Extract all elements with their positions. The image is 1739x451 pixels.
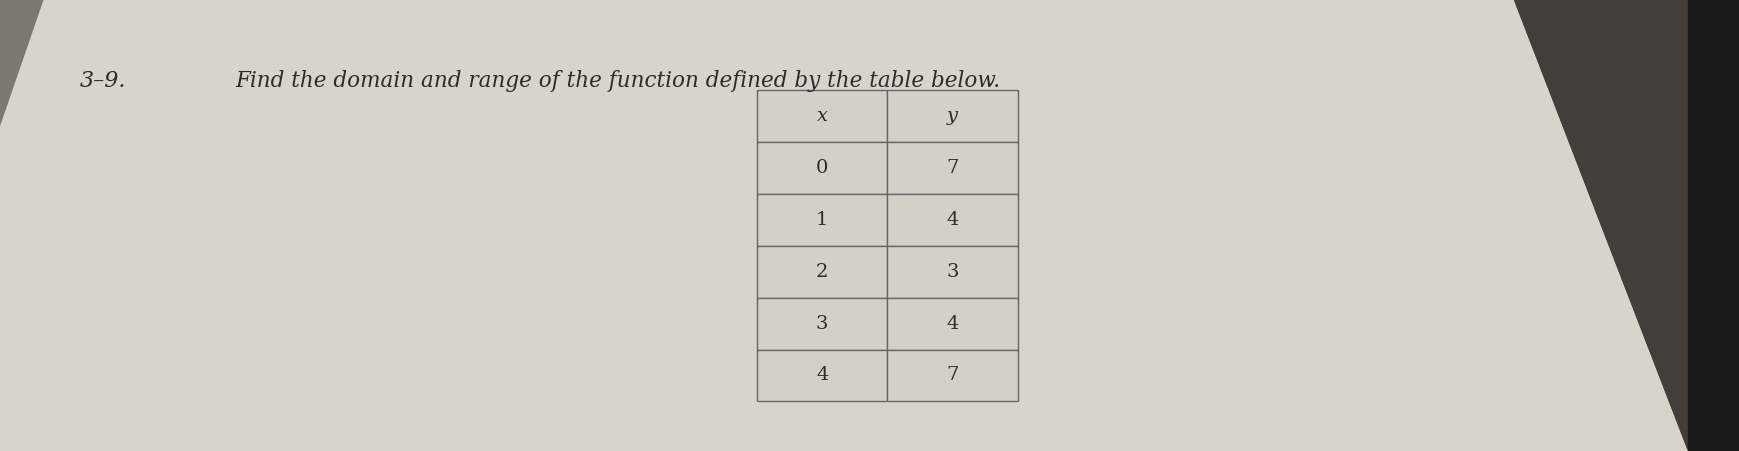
- Text: 3–9.: 3–9.: [80, 70, 127, 92]
- Bar: [887, 246, 1017, 298]
- Polygon shape: [0, 0, 43, 126]
- Bar: [887, 350, 1017, 401]
- Text: 7: 7: [946, 367, 958, 384]
- Text: Find the domain and range of the function defined by the table below.: Find the domain and range of the functio…: [235, 70, 1000, 92]
- Polygon shape: [1513, 0, 1687, 451]
- Bar: [756, 350, 887, 401]
- Text: 2: 2: [816, 263, 828, 281]
- Text: 7: 7: [946, 159, 958, 177]
- Text: 4: 4: [816, 367, 828, 384]
- Bar: [887, 90, 1017, 142]
- Text: 1: 1: [816, 211, 828, 229]
- Text: y: y: [946, 107, 958, 125]
- Bar: [756, 246, 887, 298]
- Text: 0: 0: [816, 159, 828, 177]
- Text: 3: 3: [946, 263, 958, 281]
- Bar: [756, 142, 887, 194]
- Text: 4: 4: [946, 315, 958, 332]
- Text: 3: 3: [816, 315, 828, 332]
- Bar: [887, 142, 1017, 194]
- Bar: [887, 298, 1017, 350]
- Bar: [756, 90, 887, 142]
- Bar: [756, 194, 887, 246]
- Text: 4: 4: [946, 211, 958, 229]
- Text: x: x: [816, 107, 828, 125]
- Polygon shape: [1513, 0, 1739, 451]
- Bar: [887, 194, 1017, 246]
- Bar: [756, 298, 887, 350]
